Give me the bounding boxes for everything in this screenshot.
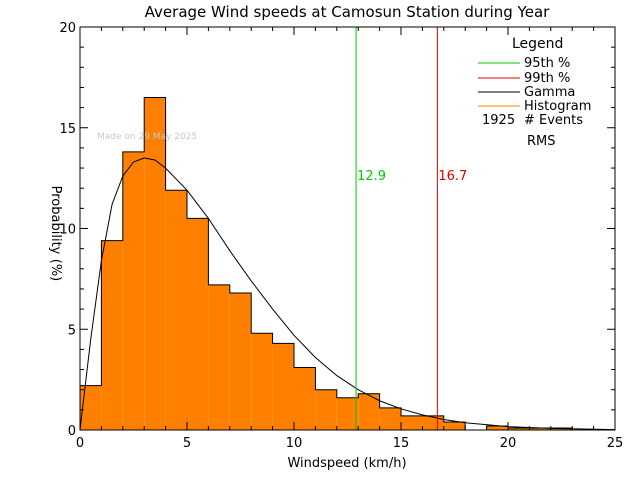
made-on-watermark: Made on 29 May 2025 (97, 132, 197, 142)
histogram-bar (486, 425, 508, 430)
histogram-bar (379, 407, 401, 430)
histogram-bar (101, 240, 123, 430)
histogram-bar (144, 97, 166, 431)
legend-label-99th: 99th % (524, 71, 570, 86)
x-tick-label: 5 (183, 436, 191, 451)
x-tick-label: 0 (76, 436, 84, 451)
y-tick-label: 20 (59, 21, 76, 36)
histogram-bar (187, 218, 209, 430)
histogram-bar (272, 343, 294, 430)
y-axis-label: Probability (%) (48, 186, 63, 282)
legend: Legend 95th % 99th % Gamma Histogram 192… (478, 36, 591, 149)
legend-label-95th: 95th % (524, 56, 570, 71)
y-axis-label-unit: (%) (48, 259, 63, 282)
legend-label-gamma: Gamma (524, 85, 575, 100)
legend-entry-histogram: Histogram (478, 99, 591, 114)
histogram-bar (208, 284, 230, 430)
y-axis-label-text: Probability (48, 186, 63, 255)
histogram-bars (79, 97, 615, 431)
histogram-bar (336, 397, 359, 430)
x-tick-label: 20 (500, 436, 517, 451)
histogram-bar (358, 393, 380, 430)
x-tick-label: 10 (286, 436, 303, 451)
x-axis-label: Windspeed (km/h) (287, 456, 406, 471)
legend-label-histogram: Histogram (524, 99, 591, 114)
histogram-bar (251, 333, 273, 430)
legend-entry-gamma: Gamma (478, 85, 575, 100)
chart-title: Average Wind speeds at Camosun Station d… (145, 3, 550, 21)
histogram-bar (508, 427, 530, 430)
y-tick-label: 15 (59, 122, 76, 137)
histogram-bar (122, 151, 145, 430)
histogram-bar (315, 389, 337, 430)
y-tick-label: 10 (59, 223, 76, 238)
histogram-bar (229, 292, 252, 430)
x-tick-label: 25 (607, 436, 624, 451)
legend-entry-95th: 95th % (478, 56, 570, 71)
y-tick-label: 5 (68, 323, 76, 338)
gamma-curve (79, 157, 616, 431)
histogram-bar (80, 385, 102, 430)
histogram-bar (294, 367, 316, 430)
legend-events-count: 1925 (482, 113, 515, 128)
histogram-bar (401, 415, 423, 430)
y-tick-label: 0 (68, 424, 76, 439)
legend-title: Legend (512, 36, 563, 52)
x-tick-label: 15 (393, 436, 410, 451)
histogram-bar (422, 415, 444, 430)
legend-rms-label: RMS (527, 134, 556, 149)
histogram-outline (79, 97, 615, 431)
histogram-bar (443, 421, 466, 430)
axis-ticks: 0 5 10 15 20 25 0 5 10 15 20 (59, 21, 623, 451)
legend-events-label: # Events (524, 113, 583, 128)
percentile-95-label: 12.9 (357, 169, 386, 184)
percentile-99-label: 16.7 (438, 169, 467, 184)
histogram-bar (165, 190, 187, 430)
legend-entry-99th: 99th % (478, 71, 570, 86)
histogram-bar (529, 427, 551, 430)
